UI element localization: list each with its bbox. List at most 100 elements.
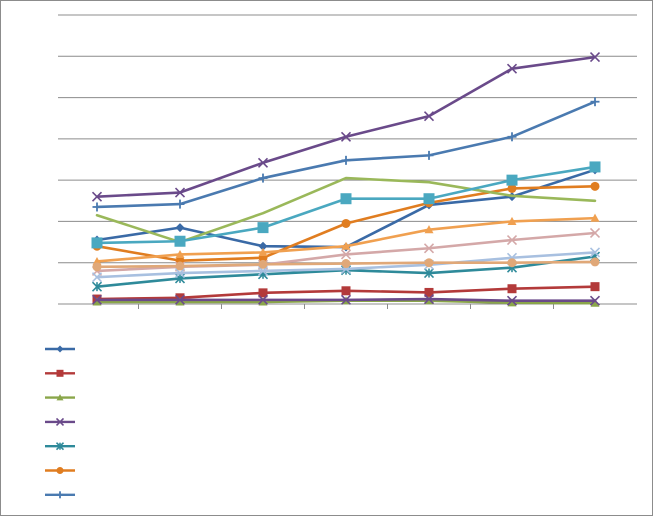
square-marker: [56, 369, 64, 377]
x-marker-stroke: [506, 295, 518, 306]
circle-marker: [341, 218, 351, 228]
square-marker: [507, 284, 517, 294]
x-marker: [174, 294, 186, 305]
plus-marker: [92, 202, 102, 212]
x-marker: [506, 234, 518, 246]
x-marker-stroke: [589, 52, 601, 63]
series-4: [91, 293, 601, 306]
square-marker: [91, 237, 103, 249]
x-marker: [174, 187, 186, 198]
x-marker: [589, 52, 601, 63]
square-marker: [589, 161, 601, 173]
series-8: [91, 52, 601, 202]
x-marker: [589, 295, 601, 306]
x-marker: [174, 267, 186, 279]
star-marker: [55, 442, 65, 451]
x-marker: [340, 294, 352, 305]
circle-marker: [507, 183, 517, 193]
x-marker-stroke: [423, 111, 435, 122]
series-line: [95, 100, 597, 209]
x-marker-stroke: [423, 243, 435, 254]
x-marker: [257, 265, 269, 277]
x-marker: [423, 293, 435, 305]
legend-item: [45, 442, 75, 451]
x-marker-stroke: [174, 294, 186, 305]
legend-item: [45, 467, 75, 474]
series-group: [91, 52, 601, 307]
triangle-marker: [56, 394, 64, 401]
x-marker-stroke: [257, 265, 269, 277]
star-marker: [91, 281, 103, 292]
plus-marker: [507, 132, 517, 142]
x-marker-stroke: [174, 187, 186, 198]
square-marker: [506, 174, 518, 186]
x-marker-stroke: [340, 249, 352, 260]
x-marker-stroke: [55, 417, 65, 426]
x-marker-stroke: [589, 227, 601, 239]
square-marker: [174, 235, 186, 247]
legend-item: [45, 345, 75, 353]
x-marker: [506, 63, 518, 74]
circle-marker: [590, 181, 600, 191]
x-marker-stroke: [257, 294, 269, 305]
x-marker: [589, 247, 601, 258]
diamond-marker: [258, 241, 268, 251]
triangle-marker: [175, 249, 185, 259]
circle-marker: [175, 261, 185, 271]
square-marker: [590, 282, 600, 292]
series-11: [92, 213, 600, 266]
x-marker: [55, 417, 65, 426]
x-marker-stroke: [91, 294, 103, 305]
triangle-marker: [258, 247, 268, 256]
series-line: [95, 55, 597, 198]
triangle-marker: [258, 297, 268, 306]
x-marker: [589, 227, 601, 239]
x-marker-stroke: [257, 157, 269, 168]
x-marker-stroke: [340, 294, 352, 305]
plus-marker: [258, 173, 268, 183]
circle-marker: [341, 259, 351, 269]
triangle-marker: [341, 241, 351, 250]
x-marker: [91, 272, 103, 283]
legend: [45, 345, 75, 499]
square-marker: [423, 193, 435, 205]
x-marker: [257, 294, 269, 305]
x-marker-stroke: [91, 191, 103, 202]
square-marker: [341, 286, 351, 296]
plus-marker: [424, 150, 434, 160]
plus-marker: [341, 155, 351, 165]
plus-marker: [56, 491, 64, 499]
legend-item: [45, 417, 75, 426]
triangle-marker: [175, 297, 185, 306]
x-marker: [257, 157, 269, 168]
x-marker-stroke: [340, 131, 352, 142]
circle-marker: [590, 257, 600, 267]
x-marker: [423, 243, 435, 254]
triangle-marker: [507, 298, 517, 307]
x-marker: [340, 249, 352, 260]
circle-marker: [507, 258, 517, 268]
square-marker: [258, 288, 268, 298]
star-marker: [423, 267, 435, 279]
x-marker: [340, 131, 352, 142]
x-marker-stroke: [589, 247, 601, 258]
x-marker-stroke: [423, 293, 435, 305]
x-marker: [423, 111, 435, 122]
x-marker-stroke: [506, 234, 518, 246]
circle-marker: [424, 258, 434, 268]
diamond-marker: [56, 345, 64, 353]
circle-marker: [56, 467, 64, 474]
square-marker: [340, 193, 352, 205]
plus-marker: [590, 97, 600, 107]
circle-marker: [92, 262, 102, 272]
x-marker-stroke: [174, 267, 186, 279]
square-marker: [257, 222, 269, 234]
x-marker-stroke: [506, 63, 518, 74]
diamond-marker: [175, 223, 185, 233]
x-marker: [506, 295, 518, 306]
series-line: [95, 168, 597, 249]
series-14: [92, 257, 600, 272]
triangle-marker: [590, 298, 600, 307]
legend-item: [45, 394, 75, 401]
